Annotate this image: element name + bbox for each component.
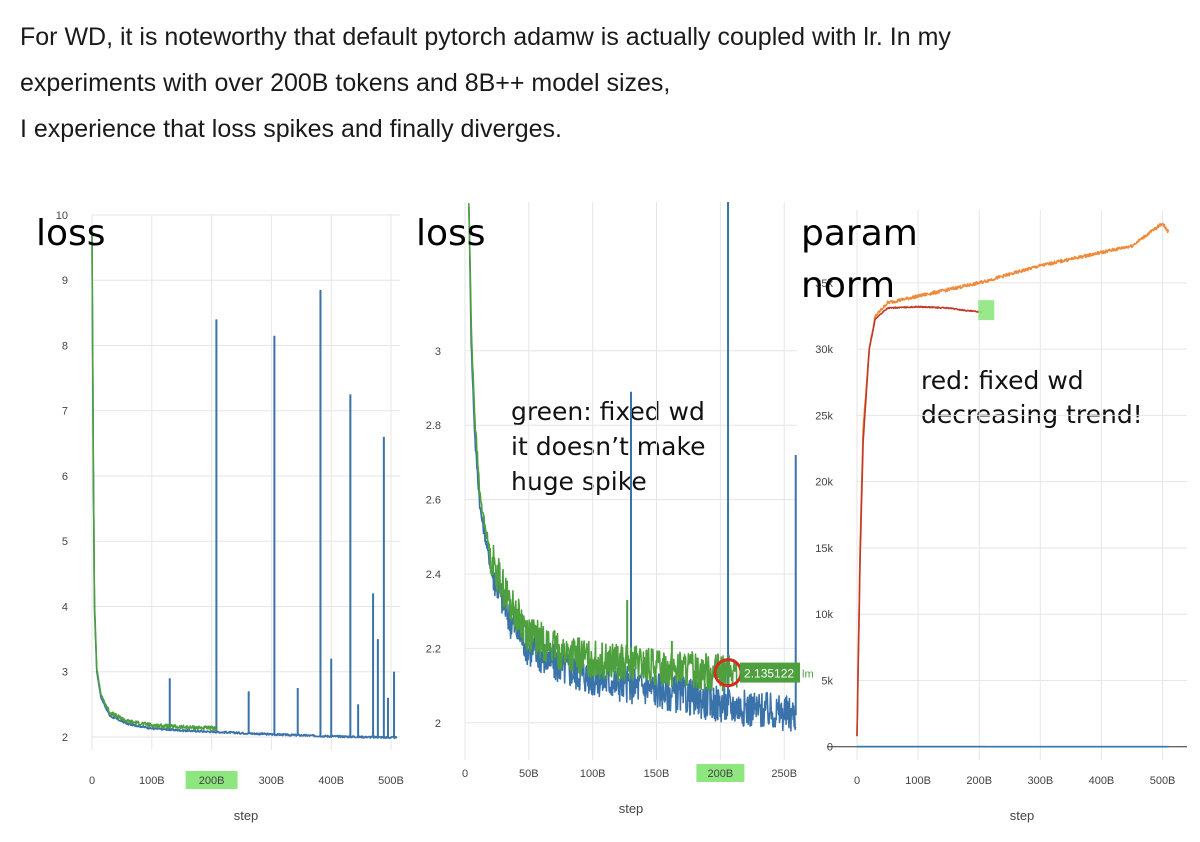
loss-zoom-chart: 2 2.2 2.4 2.6 2.8 3 0 50B 100B 150B 200B 250B step lo… [416,202,797,816]
x-tick-label: 150B [644,768,670,780]
param-end-highlight [978,300,995,321]
y-tick-label: 2.2 [426,643,441,655]
intro-text: For WD, it is noteworthy that default py… [20,14,1180,152]
y-tick-label: 25k [815,410,833,422]
loss-zoom-note-line-2: it doesn’t make [511,432,705,461]
x-axis-title: step [619,801,644,816]
x-tick-label: 100B [905,775,931,787]
y-tick-label: 15k [815,543,833,555]
loss-full-line-blue [91,234,398,740]
x-tick-label: 200B [966,775,992,787]
loss-full-chart: 2 3 4 5 6 7 8 9 10 0 100B 200B 300B 400B 500B step loss [36,210,404,823]
hover-marker: 2.135122 lm [713,658,814,688]
intro-line-1: For WD, it is noteworthy that default py… [20,23,951,51]
y-tick-label: 2 [62,732,68,744]
loss-zoom-note-line-1: green: fixed wd [511,397,705,426]
y-tick-label: 2.4 [426,569,441,581]
intro-line-3: I experience that loss spikes and finall… [20,115,562,143]
loss-full-line-green [91,228,218,731]
loss-full-big-title: loss [36,213,106,254]
y-tick-label: 2.8 [426,420,441,432]
y-tick-label: 20k [815,477,833,489]
param-note: red: fixed wd decreasing trend! [921,366,1143,429]
intro-line-2: experiments with over 200B tokens and 8B… [20,69,671,97]
y-tick-label: 3 [62,667,68,679]
param-norm-line-red [856,305,983,737]
y-tick-label: 4 [62,601,68,613]
x-tick-label: 250B [771,768,797,780]
loss-full-series [91,228,398,740]
y-tick-label: 5 [62,536,68,548]
highlight-tick-bg [185,771,238,789]
loss-zoom-series [468,202,797,732]
y-tick-label: 2.6 [426,495,441,507]
y-tick-label: 10k [815,609,833,621]
x-tick-label: 0 [89,775,95,787]
x-axis-title: step [234,808,259,823]
x-tick-label: 500B [378,775,404,787]
param-note-line-2: decreasing trend! [921,400,1143,429]
highlight-tick-bg [696,764,745,782]
hover-suffix: lm [802,669,814,681]
x-tick-label: 400B [318,775,344,787]
loss-zoom-big-title: loss [416,213,486,254]
y-tick-label: 30k [815,344,833,356]
y-tick-label: 6 [62,471,68,483]
loss-zoom-line-green [468,203,738,692]
x-tick-label: 0 [462,768,468,780]
loss-zoom-note: green: fixed wd it doesn’t make huge spi… [511,397,705,496]
x-tick-label: 100B [580,768,606,780]
x-tick-label: 200B [199,775,225,787]
y-tick-label: 5k [821,675,833,687]
x-tick-label: 100B [139,775,165,787]
y-tick-label: 7 [62,406,68,418]
param-norm-chart: 0 5k 10k 15k 20k 25k 30k 35k 0 100B 200B 300B 400B 50… [801,210,1187,823]
x-tick-label: 300B [259,775,285,787]
y-tick-label: 9 [62,275,68,287]
y-tick-label: 2 [435,718,441,730]
x-tick-label: 200B [708,768,734,780]
param-note-line-1: red: fixed wd [921,366,1084,395]
y-tick-label: 3 [435,346,441,358]
x-tick-label: 400B [1089,775,1115,787]
param-norm-big-title: norm [801,265,895,306]
hover-value: 2.135122 [744,667,794,681]
param-norm-series [856,222,1170,748]
y-tick-label: 35k [815,278,833,290]
x-axis-title: step [1010,808,1035,823]
param-norm-big-title: param [801,213,918,254]
x-tick-label: 0 [854,775,860,787]
x-tick-label: 300B [1027,775,1053,787]
y-tick-label: 0 [827,742,833,754]
hover-value-box [740,662,801,683]
param-norm-line-orange [856,222,1170,737]
x-tick-label: 500B [1150,775,1176,787]
y-tick-label: 10 [56,210,68,222]
x-tick-label: 50B [519,768,539,780]
loss-zoom-note-line-3: huge spike [511,467,647,496]
y-tick-label: 8 [62,340,68,352]
